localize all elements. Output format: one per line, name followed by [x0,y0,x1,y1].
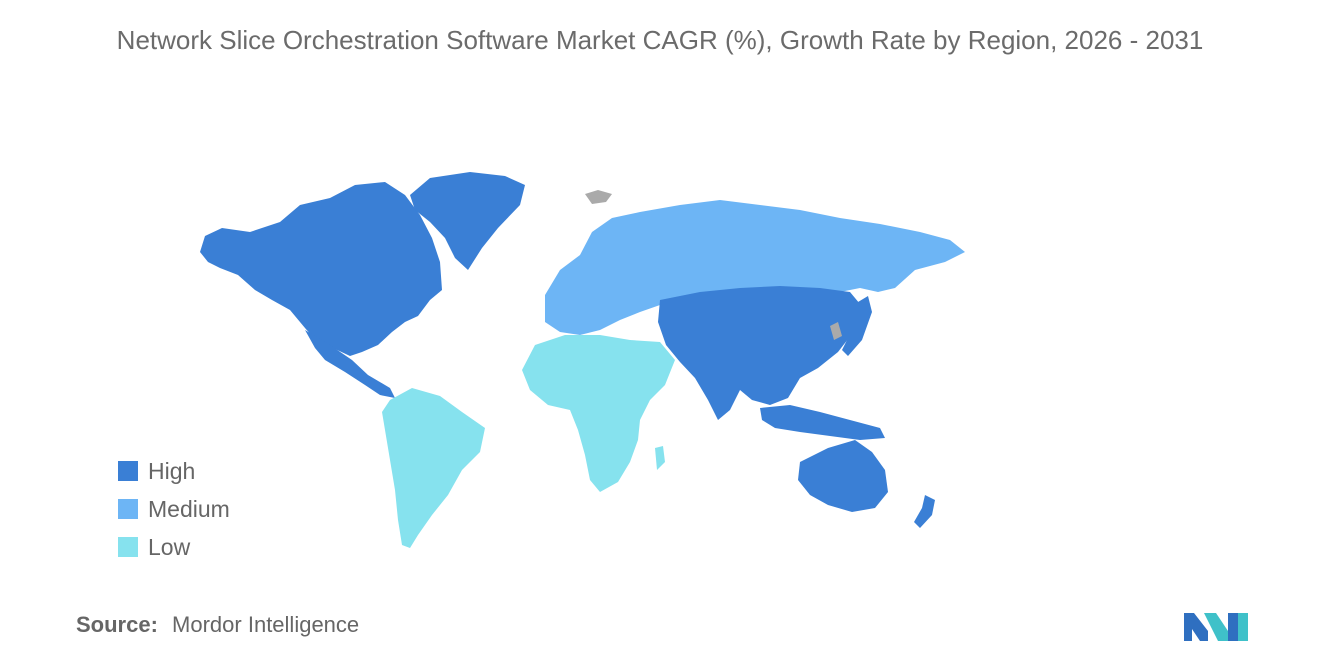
region-australia [798,440,888,512]
source-line: Source: Mordor Intelligence [76,612,359,638]
region-greenland [410,172,525,270]
chart-title: Network Slice Orchestration Software Mar… [116,25,1204,55]
mordor-intelligence-logo-icon [1184,613,1248,641]
region-mexico [305,330,395,398]
source-value: Mordor Intelligence [172,612,360,637]
legend-item-medium: Medium [118,490,230,528]
legend-label-high: High [148,457,196,484]
legend: High Medium Low [118,452,230,566]
region-new-zealand [914,495,935,528]
region-north-america [200,182,442,356]
region-middle-east-africa [522,335,675,492]
region-southeast-asia [760,405,885,440]
region-japan [842,296,872,356]
region-asia [658,286,865,420]
legend-label-medium: Medium [148,495,230,522]
legend-item-high: High [118,452,230,490]
region-south-america [382,388,485,548]
legend-label-low: Low [148,533,191,560]
legend-swatch-low [118,537,138,557]
region-europe-russia [545,200,965,335]
legend-swatch-high [118,461,138,481]
region-arctic-islands [585,190,612,204]
region-korea [830,322,842,340]
legend-item-low: Low [118,528,230,566]
region-madagascar [655,446,665,470]
legend-swatch-medium [118,499,138,519]
source-label: Source: [76,612,158,637]
